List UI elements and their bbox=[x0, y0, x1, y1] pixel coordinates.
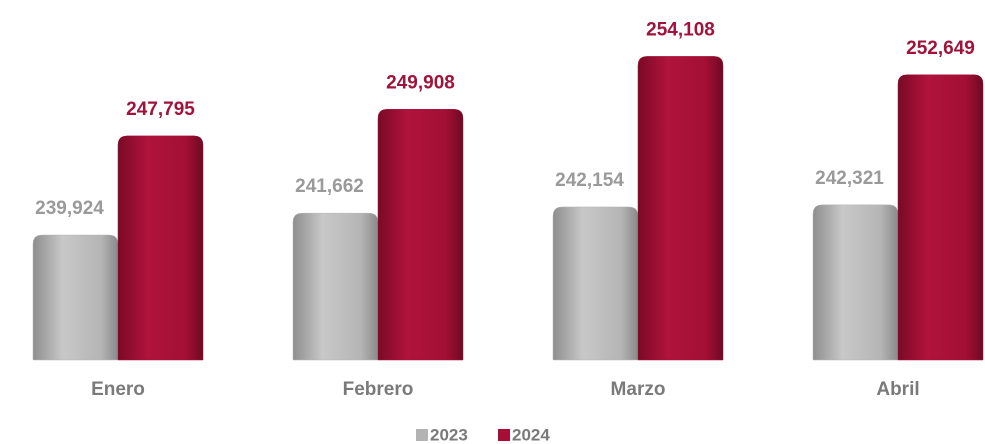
x-tick-label: Abril bbox=[876, 379, 919, 400]
value-label: 254,108 bbox=[646, 19, 715, 40]
value-label: 242,154 bbox=[555, 170, 624, 191]
value-label: 242,321 bbox=[815, 168, 884, 189]
bar bbox=[552, 206, 639, 361]
legend-label: 2023 bbox=[430, 425, 468, 444]
value-label: 247,795 bbox=[126, 99, 195, 120]
value-label: 249,908 bbox=[386, 72, 455, 93]
bar bbox=[117, 135, 204, 361]
value-label: 252,649 bbox=[906, 38, 975, 59]
value-label: 241,662 bbox=[295, 176, 364, 197]
x-tick-label: Enero bbox=[91, 379, 145, 400]
bar bbox=[637, 56, 724, 361]
x-tick-label: Febrero bbox=[343, 379, 414, 400]
legend-swatch bbox=[498, 429, 510, 441]
legend-swatch bbox=[416, 429, 428, 441]
bar bbox=[377, 109, 464, 361]
value-label: 239,924 bbox=[35, 198, 104, 219]
x-tick-label: Marzo bbox=[611, 379, 666, 400]
bar bbox=[32, 234, 119, 361]
bar bbox=[292, 212, 379, 361]
bar bbox=[897, 74, 984, 361]
bar bbox=[812, 204, 899, 361]
legend-label: 2024 bbox=[512, 425, 550, 444]
